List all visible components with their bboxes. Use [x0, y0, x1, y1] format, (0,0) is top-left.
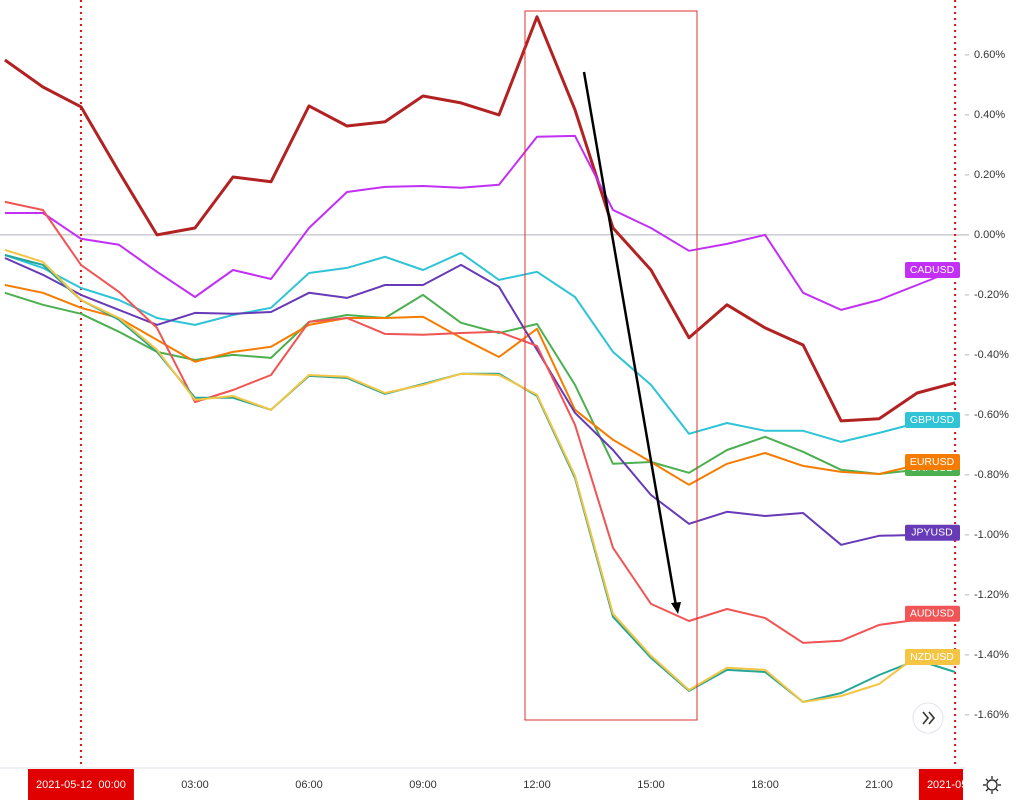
- session-label: 2021-05-12 00:00: [27, 769, 134, 800]
- series-line: [4, 284, 956, 486]
- scroll-icon: [922, 711, 936, 725]
- series-line: [4, 248, 956, 703]
- x-tick-label: 21:00: [865, 779, 893, 791]
- y-tick-label: 0.40%: [974, 109, 1005, 121]
- y-tick-label: -1.20%: [974, 589, 1009, 601]
- x-tick-label: 18:00: [751, 779, 779, 791]
- y-tick-label: 0.00%: [974, 229, 1005, 241]
- y-tick-label: -0.80%: [974, 469, 1009, 481]
- series-line: [4, 257, 956, 546]
- annotations: [524, 10, 698, 721]
- series-line: [4, 200, 956, 644]
- y-tick-label: -0.20%: [974, 289, 1009, 301]
- x-tick-label: 09:00: [409, 779, 437, 791]
- gear-icon[interactable]: [986, 779, 998, 791]
- arrow-head: [671, 602, 681, 614]
- y-tick-label: -0.60%: [974, 409, 1009, 421]
- series-line: [4, 134, 956, 311]
- price-axis: [965, 0, 1024, 801]
- plot-area: [0, 0, 968, 768]
- series-label-box: [905, 605, 960, 622]
- y-tick-label: -1.00%: [974, 529, 1009, 541]
- x-tick-label: 03:00: [181, 779, 209, 791]
- settings-button[interactable]: [983, 776, 1001, 794]
- series-line: [4, 291, 956, 475]
- session-label-box: [27, 769, 134, 800]
- series-label: AUDUSD: [910, 608, 955, 620]
- y-tick-label: -1.60%: [974, 709, 1009, 721]
- series-line: [4, 15, 956, 423]
- axes: 0.60% 0.40% 0.20% 0.00% -0.20% -0.40% -0.60% -0…: [27, 49, 1009, 800]
- session-label-box: [918, 769, 963, 800]
- series-label-box: [905, 454, 960, 470]
- series-label: CADUSD: [910, 264, 955, 276]
- highlight-rect: [524, 10, 698, 721]
- series-label-box: [905, 524, 960, 541]
- series-label-box: [905, 649, 960, 665]
- x-tick-label: 15:00: [637, 779, 665, 791]
- series-label-box: [905, 262, 960, 278]
- series-label: EURUSD: [910, 456, 955, 468]
- session-label: 2021-05-12: [918, 769, 983, 800]
- session-label-text: 2021-05-12: [927, 779, 983, 791]
- x-tick-label: 06:00: [295, 779, 323, 791]
- y-tick-label: -0.40%: [974, 349, 1009, 361]
- scroll-button[interactable]: [912, 702, 944, 734]
- series-label: GBPUSD: [910, 414, 955, 426]
- y-tick-label: 0.20%: [974, 169, 1005, 181]
- series-label: NZDUSD: [910, 651, 954, 663]
- y-tick-label: -1.40%: [974, 649, 1009, 661]
- x-tick-label: 12:00: [523, 779, 551, 791]
- session-label-text: 2021-05-12 00:00: [36, 779, 126, 791]
- series-label: JPYUSD: [911, 527, 953, 539]
- gear-teeth: [983, 776, 1001, 794]
- y-tick-label: 0.60%: [974, 49, 1005, 61]
- series-label-box: [905, 412, 960, 428]
- series-line: [4, 251, 956, 443]
- arrow-line: [582, 71, 678, 607]
